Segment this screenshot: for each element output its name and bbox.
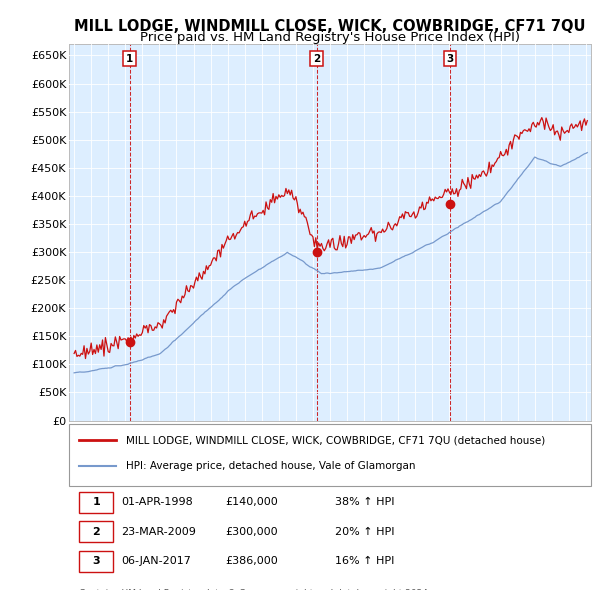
FancyBboxPatch shape <box>79 550 113 572</box>
Text: £300,000: £300,000 <box>226 527 278 537</box>
FancyBboxPatch shape <box>69 424 591 486</box>
Text: 16% ↑ HPI: 16% ↑ HPI <box>335 556 395 566</box>
Text: 3: 3 <box>92 556 100 566</box>
Text: 06-JAN-2017: 06-JAN-2017 <box>121 556 191 566</box>
Text: £140,000: £140,000 <box>226 497 278 507</box>
Text: 3: 3 <box>446 54 454 64</box>
Text: 2: 2 <box>313 54 320 64</box>
Text: MILL LODGE, WINDMILL CLOSE, WICK, COWBRIDGE, CF71 7QU (detached house): MILL LODGE, WINDMILL CLOSE, WICK, COWBRI… <box>127 435 545 445</box>
Text: £386,000: £386,000 <box>226 556 278 566</box>
Text: HPI: Average price, detached house, Vale of Glamorgan: HPI: Average price, detached house, Vale… <box>127 461 416 471</box>
Text: 1: 1 <box>126 54 133 64</box>
Text: 01-APR-1998: 01-APR-1998 <box>121 497 193 507</box>
Text: MILL LODGE, WINDMILL CLOSE, WICK, COWBRIDGE, CF71 7QU: MILL LODGE, WINDMILL CLOSE, WICK, COWBRI… <box>74 19 586 34</box>
FancyBboxPatch shape <box>79 521 113 542</box>
Text: 1: 1 <box>92 497 100 507</box>
Text: 2: 2 <box>92 527 100 537</box>
Text: 38% ↑ HPI: 38% ↑ HPI <box>335 497 395 507</box>
Text: Contains HM Land Registry data © Crown copyright and database right 2024.
This d: Contains HM Land Registry data © Crown c… <box>79 589 431 590</box>
Text: 20% ↑ HPI: 20% ↑ HPI <box>335 527 395 537</box>
Text: Price paid vs. HM Land Registry's House Price Index (HPI): Price paid vs. HM Land Registry's House … <box>140 31 520 44</box>
Text: 23-MAR-2009: 23-MAR-2009 <box>121 527 196 537</box>
FancyBboxPatch shape <box>79 491 113 513</box>
